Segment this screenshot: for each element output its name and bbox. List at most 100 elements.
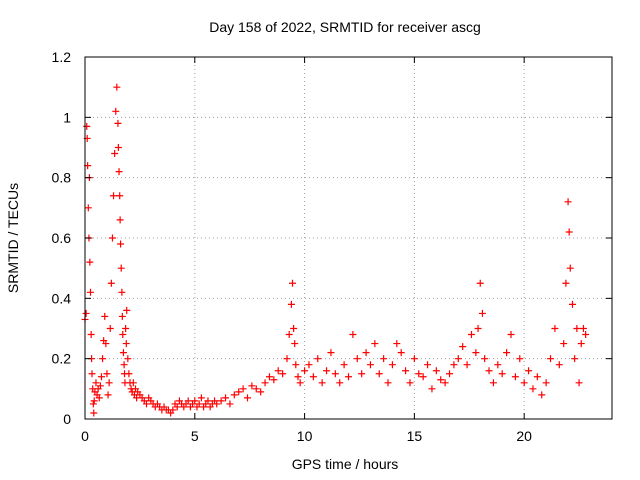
data-point [547,355,555,363]
data-point [371,340,379,348]
data-point [415,370,423,378]
data-point [117,240,125,248]
data-point [472,349,480,357]
data-point [294,373,302,381]
data-point [450,361,458,369]
data-point [96,382,104,390]
data-point [90,409,98,417]
data-point [525,367,533,375]
data-point [323,367,331,375]
data-point [86,258,94,266]
data-point [87,331,95,339]
data-point [481,355,489,363]
grid-lines [85,57,612,419]
data-point [287,300,295,308]
data-point [516,355,524,363]
data-point [467,331,475,339]
data-point [252,385,260,393]
y-tick-label: 1 [63,109,71,125]
data-point [274,367,282,375]
data-point [428,385,436,393]
data-point [575,379,583,387]
data-point [217,397,225,405]
data-point [533,373,541,381]
data-point [566,264,574,272]
y-tick-label: 0.6 [52,230,72,246]
data-point [432,367,440,375]
data-point [108,234,116,242]
data-point [327,349,335,357]
data-point [305,361,313,369]
data-point [384,379,392,387]
data-point [111,150,119,158]
data-point [261,379,269,387]
data-point [476,279,484,287]
x-tick-label: 5 [191,428,199,444]
x-tick-label: 15 [407,428,423,444]
data-point [122,340,130,348]
data-point [336,379,344,387]
data-point [362,349,370,357]
data-point [101,312,109,320]
data-point [142,400,150,408]
data-point [474,325,482,332]
data-point [239,385,247,393]
data-point [397,349,405,357]
data-point [90,397,98,405]
data-point [318,379,326,387]
data-point [265,373,273,381]
tick-labels: 0 5 10 15 20 0 0.2 0.4 0.6 0.8 1 1.2 [52,49,533,444]
data-point [197,394,205,402]
data-point [289,279,297,287]
data-point [89,400,97,408]
data-point [117,264,125,272]
data-point [115,168,123,176]
data-point [102,340,110,348]
data-point [184,397,192,405]
data-point [366,361,374,369]
data-point [340,361,348,369]
y-tick-label: 1.2 [52,49,72,65]
data-point [529,385,537,393]
data-point [118,312,126,320]
data-point [424,361,432,369]
data-point [82,309,90,317]
data-point [555,361,563,369]
data-point [257,388,265,396]
data-point [388,361,396,369]
data-point [551,325,559,332]
data-point [191,397,199,405]
y-axis-label: SRMTID / TECUs [5,183,21,293]
data-point [129,379,137,387]
data-point [291,340,299,348]
data-point [118,288,126,296]
data-point [485,367,493,375]
data-point [446,370,454,378]
x-tick-label: 10 [297,428,313,444]
data-point [243,394,251,402]
x-axis-label: GPS time / hours [292,456,399,472]
data-point [270,376,278,384]
data-point [437,376,445,384]
data-point [345,373,352,381]
data-point [169,406,177,414]
data-point [349,331,357,339]
data-point [222,394,230,402]
data-point [358,370,366,378]
data-point [97,373,105,381]
data-point [565,228,573,236]
data-point [494,361,502,369]
data-point [116,192,124,200]
data-point [83,122,91,130]
data-point [120,361,128,369]
data-point [95,394,103,402]
data-points [81,83,590,417]
data-point [579,325,587,332]
data-point [226,400,234,408]
data-point [331,370,339,378]
data-point [301,367,309,375]
y-tick-label: 0.2 [52,351,72,367]
data-point [235,388,243,396]
data-point [568,300,576,308]
